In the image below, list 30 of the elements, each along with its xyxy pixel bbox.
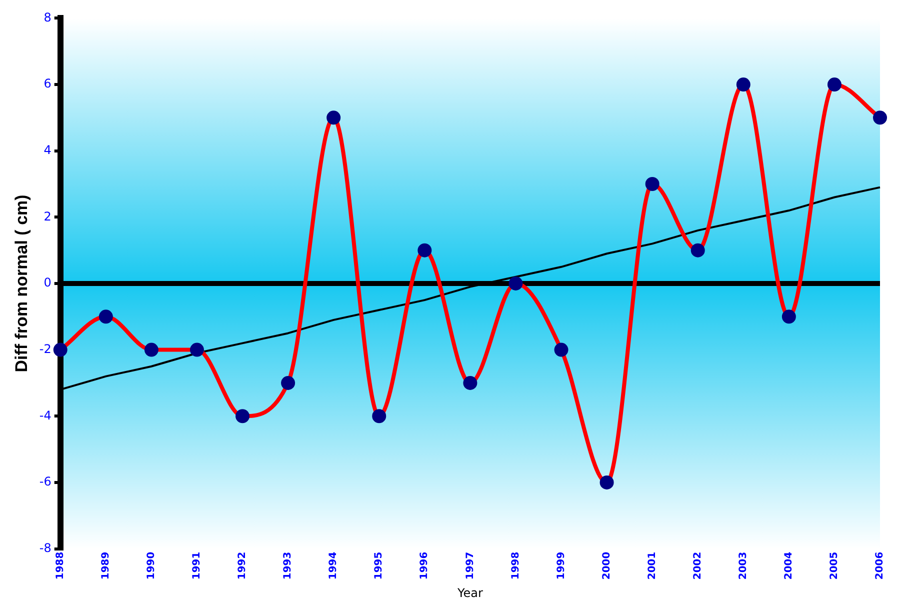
x-tick-label: 1996 [419,552,430,580]
x-tick-label: 2002 [692,552,704,580]
x-tick-label: 1992 [237,552,248,580]
x-tick-label: 1989 [100,552,112,580]
x-tick-label: 2005 [829,552,840,580]
y-tick-label: 4 [44,142,52,157]
x-tick-label: 2001 [646,552,658,580]
y-tick-label: -8 [39,540,52,555]
x-tick-label: 2003 [738,552,749,580]
y-tick-label: -2 [39,342,52,356]
y-tick-label: 2 [44,209,52,224]
y-tick-label: -6 [39,474,52,489]
y-axis-title: Diff from normal ( cm) [12,194,31,372]
x-tick-label: 2004 [784,552,795,580]
y-tick-label: -4 [39,408,52,422]
x-tick-label: 1991 [192,552,203,580]
x-tick-label: 1988 [54,552,66,580]
x-tick-label: 1997 [464,552,476,580]
y-tick-label: 8 [44,10,52,24]
x-tick-label: 2006 [874,552,886,580]
x-tick-label: 1993 [282,552,294,580]
x-tick-label: 1990 [146,552,158,580]
x-axis-title: Year [456,586,483,600]
x-tick-label: 1999 [556,552,567,580]
x-tick-label: 1995 [374,552,385,580]
y-tick-label: 6 [44,76,52,91]
x-tick-label: 1998 [510,552,522,580]
x-tick-label: 1994 [328,552,340,580]
y-tick-label: 0 [44,276,52,290]
x-tick-label: 2000 [601,552,612,580]
